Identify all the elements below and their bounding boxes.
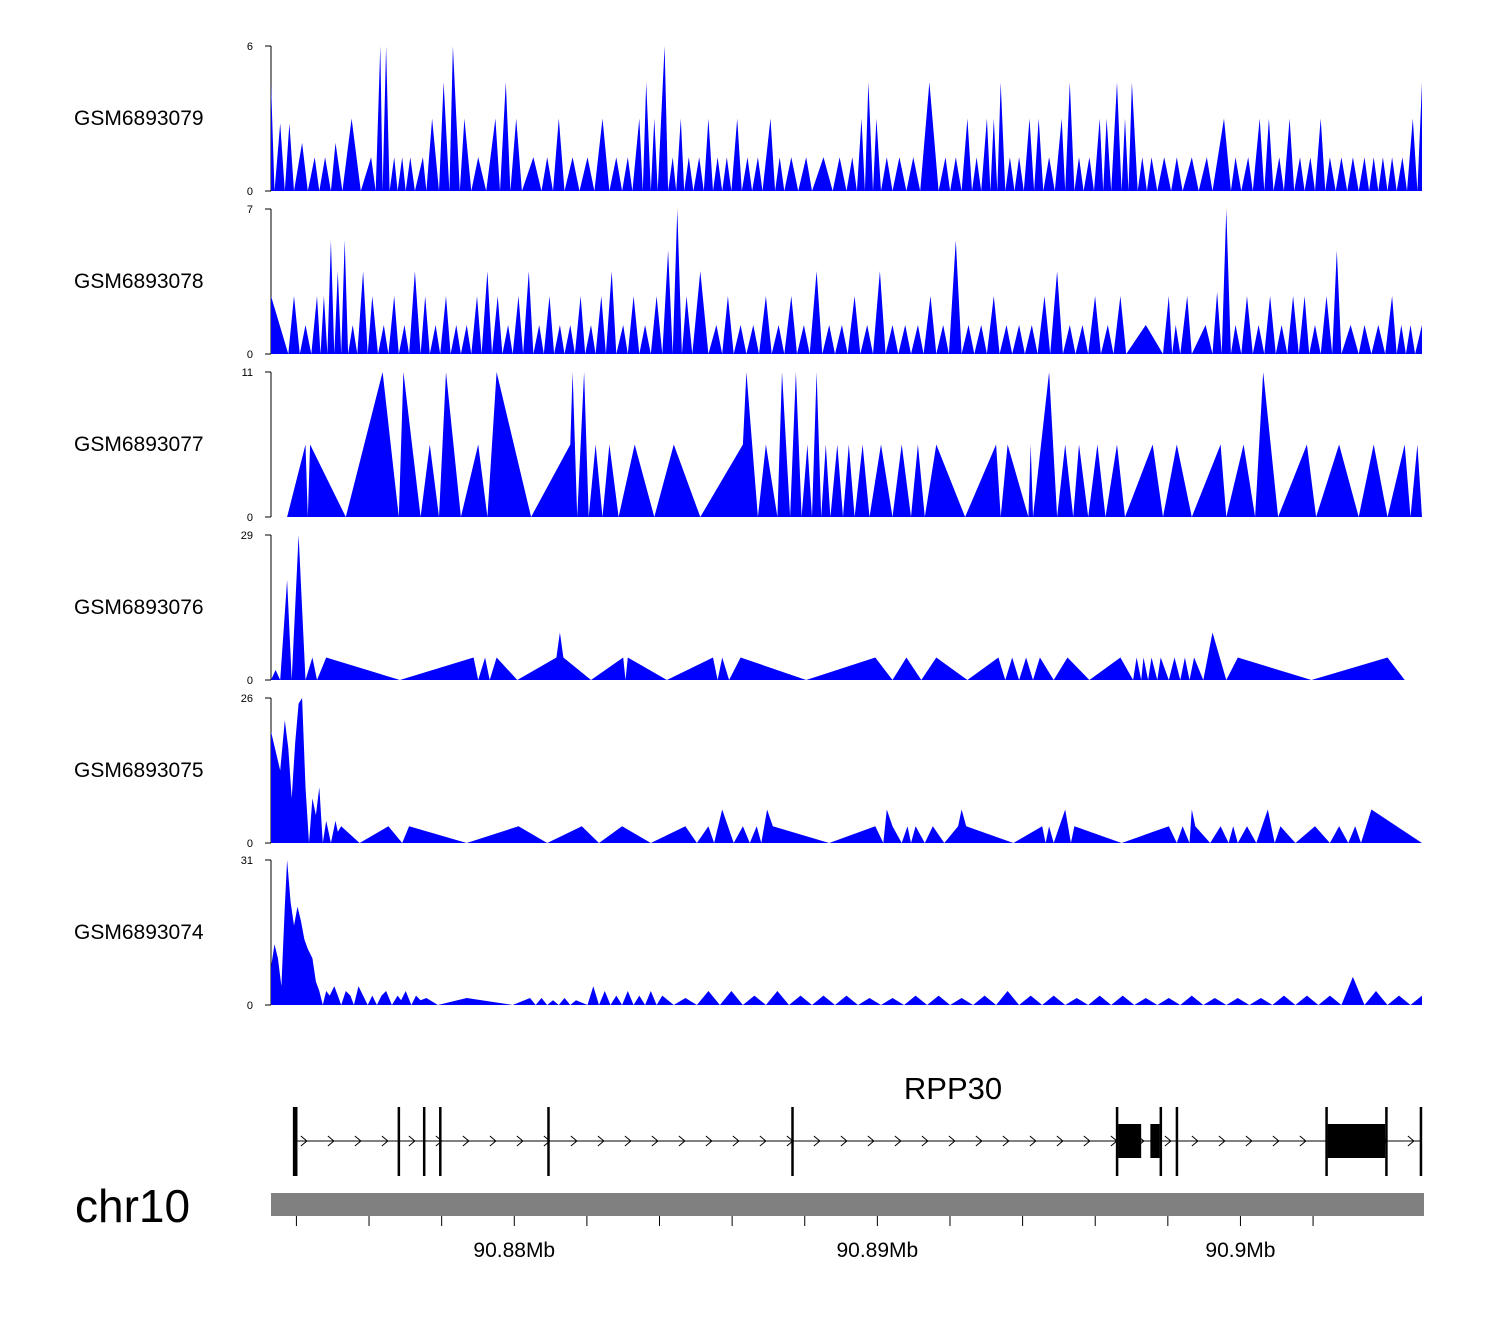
strand-arrow xyxy=(1218,1135,1226,1147)
coverage-area xyxy=(271,209,1422,354)
strand-arrow xyxy=(1191,1135,1199,1147)
x-tick-label: 90.9Mb xyxy=(1205,1239,1275,1262)
exon-block xyxy=(1327,1124,1386,1158)
strand-arrow xyxy=(354,1135,362,1147)
y-tick-label-zero: 0 xyxy=(247,838,253,850)
strand-arrow xyxy=(1083,1135,1091,1147)
strand-arrow xyxy=(570,1135,578,1147)
strand-arrow xyxy=(948,1135,956,1147)
strand-arrow xyxy=(894,1135,902,1147)
strand-arrow xyxy=(921,1135,929,1147)
y-tick-label-zero: 0 xyxy=(247,1000,253,1012)
exon xyxy=(547,1107,550,1176)
strand-arrow xyxy=(1407,1135,1415,1147)
strand-arrow xyxy=(759,1135,767,1147)
strand-arrow xyxy=(678,1135,686,1147)
strand-arrow xyxy=(543,1135,551,1147)
exon xyxy=(397,1107,401,1176)
strand-arrow xyxy=(813,1135,821,1147)
coverage-tracks: GSM689307960GSM689307870GSM6893077110GSM… xyxy=(74,41,1423,1012)
track-GSM6893075: GSM6893075 26 0 xyxy=(74,693,1422,850)
strand-arrow xyxy=(462,1135,470,1147)
coverage-area xyxy=(271,535,1405,680)
exon xyxy=(791,1107,794,1176)
strand-arrow xyxy=(732,1135,740,1147)
strand-arrow xyxy=(624,1135,632,1147)
exon-block xyxy=(1118,1124,1142,1158)
strand-arrow xyxy=(840,1135,848,1147)
track-label: GSM6893074 xyxy=(74,921,204,944)
exon xyxy=(422,1107,426,1176)
track-GSM6893076: GSM6893076 29 0 xyxy=(74,530,1405,687)
exon xyxy=(439,1107,442,1176)
track-GSM6893079: GSM6893079 6 0 xyxy=(74,41,1422,198)
strand-arrow xyxy=(651,1135,659,1147)
track-label: GSM6893075 xyxy=(74,759,204,782)
y-tick-label-max: 6 xyxy=(247,41,253,53)
strand-arrow xyxy=(381,1135,389,1147)
exon xyxy=(1325,1107,1328,1176)
gene-track: RPP30 xyxy=(292,1071,1423,1176)
strand-arrow xyxy=(1002,1135,1010,1147)
strand-arrow xyxy=(489,1135,497,1147)
strand-arrow xyxy=(597,1135,605,1147)
chromosome-label: chr10 xyxy=(75,1180,190,1232)
y-tick-label-zero: 0 xyxy=(247,675,253,687)
track-GSM6893074: GSM6893074 31 0 xyxy=(74,855,1422,1012)
exon xyxy=(1385,1107,1388,1176)
x-tick-label: 90.89Mb xyxy=(836,1239,918,1262)
y-tick-label-max: 7 xyxy=(247,204,253,216)
track-label: GSM6893076 xyxy=(74,596,204,619)
exon xyxy=(1175,1107,1179,1176)
coverage-area xyxy=(271,698,1422,843)
y-tick-label-max: 26 xyxy=(241,693,253,705)
y-tick-label-zero: 0 xyxy=(247,186,253,198)
track-GSM6893078: GSM6893078 7 0 xyxy=(74,204,1422,361)
y-tick-label-max: 31 xyxy=(241,855,253,867)
coverage-area xyxy=(287,372,1423,517)
exon xyxy=(292,1107,298,1176)
y-tick-label-max: 11 xyxy=(242,367,253,379)
y-tick-label-zero: 0 xyxy=(247,349,253,361)
strand-arrow xyxy=(300,1135,308,1147)
strand-arrow xyxy=(975,1135,983,1147)
strand-arrow xyxy=(1245,1135,1253,1147)
track-label: GSM6893078 xyxy=(74,270,204,293)
strand-arrow xyxy=(867,1135,875,1147)
strand-arrow xyxy=(1029,1135,1037,1147)
coverage-area xyxy=(271,46,1422,191)
exon xyxy=(1115,1107,1119,1176)
strand-arrow xyxy=(1164,1135,1172,1147)
gene-name: RPP30 xyxy=(904,1071,1002,1106)
strand-arrow xyxy=(1056,1135,1064,1147)
chromosome-bar xyxy=(271,1193,1424,1216)
exon xyxy=(1419,1107,1423,1176)
track-label: GSM6893077 xyxy=(74,433,204,456)
x-tick-label: 90.88Mb xyxy=(473,1239,555,1262)
exon xyxy=(1159,1107,1163,1176)
track-GSM6893077: GSM6893077 11 0 xyxy=(74,367,1423,524)
strand-arrow xyxy=(1299,1135,1307,1147)
strand-arrow xyxy=(1272,1135,1280,1147)
coverage-area xyxy=(271,860,1422,1005)
strand-arrow xyxy=(408,1135,416,1147)
exon-block xyxy=(1150,1124,1160,1158)
y-tick-label-max: 29 xyxy=(241,530,253,542)
strand-arrow xyxy=(327,1135,335,1147)
strand-arrow xyxy=(435,1135,443,1147)
track-label: GSM6893079 xyxy=(74,107,204,130)
y-tick-label-zero: 0 xyxy=(247,512,253,524)
strand-arrow xyxy=(705,1135,713,1147)
strand-arrow xyxy=(516,1135,524,1147)
genome-axis: chr10 90.88Mb 90.89Mb 90.9Mb xyxy=(75,1180,1424,1262)
